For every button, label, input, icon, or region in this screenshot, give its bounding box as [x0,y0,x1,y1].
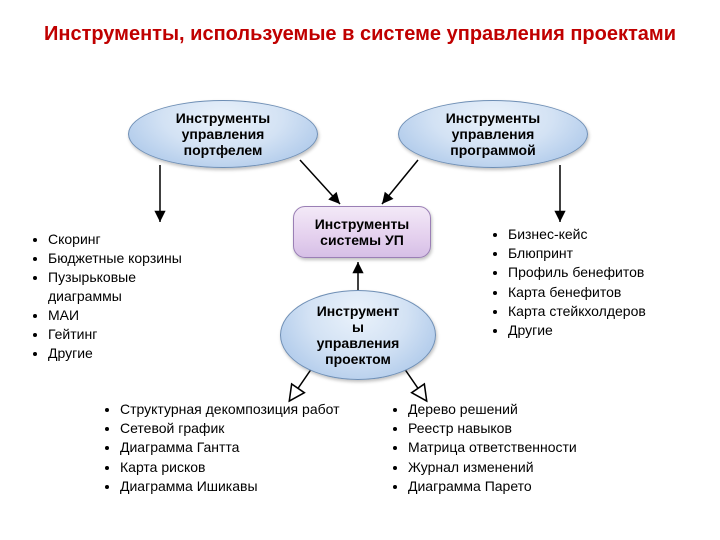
list-item: Пузырьковые диаграммы [48,268,208,304]
list-item: Гейтинг [48,325,208,343]
list-item: Карта рисков [120,458,360,476]
list-item: Диаграмма Ишикавы [120,477,360,495]
list-item: МАИ [48,306,208,324]
list-item: Матрица ответственности [408,438,608,456]
list-item: Дерево решений [408,400,608,418]
node-project-label: Инструментыуправленияпроектом [317,303,400,367]
list-program-tools: Бизнес-кейсБлюпринтПрофиль бенефитов Карт… [488,225,688,340]
list-item: Карта бенефитов [508,283,688,301]
node-center-label: Инструментысистемы УП [315,216,410,248]
list-item: Бизнес-кейс [508,225,688,243]
node-center: Инструментысистемы УП [293,206,431,258]
node-portfolio-label: Инструментыуправленияпортфелем [176,110,271,158]
list-item: Скоринг [48,230,208,248]
list-project-tools-a: Структурная декомпозиция работСетевой гр… [100,400,360,496]
list-item: Профиль бенефитов [508,263,688,281]
list-portfolio-tools: СкорингБюджетные корзиныПузырьковые диаг… [28,230,208,363]
list-item: Другие [48,344,208,362]
node-program: Инструментыуправленияпрограммой [398,100,588,168]
node-portfolio: Инструментыуправленияпортфелем [128,100,318,168]
list-item: Блюпринт [508,244,688,262]
list-project-tools-b: Дерево решенийРеестр навыковМатрица отве… [388,400,608,496]
list-item: Диаграмма Гантта [120,438,360,456]
node-program-label: Инструментыуправленияпрограммой [446,110,541,158]
list-item: Бюджетные корзины [48,249,208,267]
list-item: Структурная декомпозиция работ [120,400,360,418]
list-item: Журнал изменений [408,458,608,476]
page-title: Инструменты, используемые в системе упра… [0,22,720,47]
node-project: Инструментыуправленияпроектом [280,290,436,380]
list-item: Реестр навыков [408,419,608,437]
list-item: Другие [508,321,688,339]
list-item: Сетевой график [120,419,360,437]
diagram-page: Инструменты, используемые в системе упра… [0,0,720,540]
list-item: Карта стейкхолдеров [508,302,688,320]
list-item: Диаграмма Парето [408,477,608,495]
